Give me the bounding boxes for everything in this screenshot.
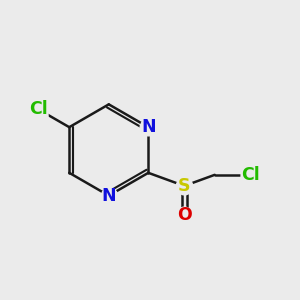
Text: O: O — [177, 206, 192, 224]
Text: S: S — [178, 177, 190, 195]
Text: N: N — [141, 118, 156, 136]
Text: Cl: Cl — [241, 166, 260, 184]
Text: N: N — [101, 187, 116, 205]
Text: Cl: Cl — [29, 100, 48, 118]
